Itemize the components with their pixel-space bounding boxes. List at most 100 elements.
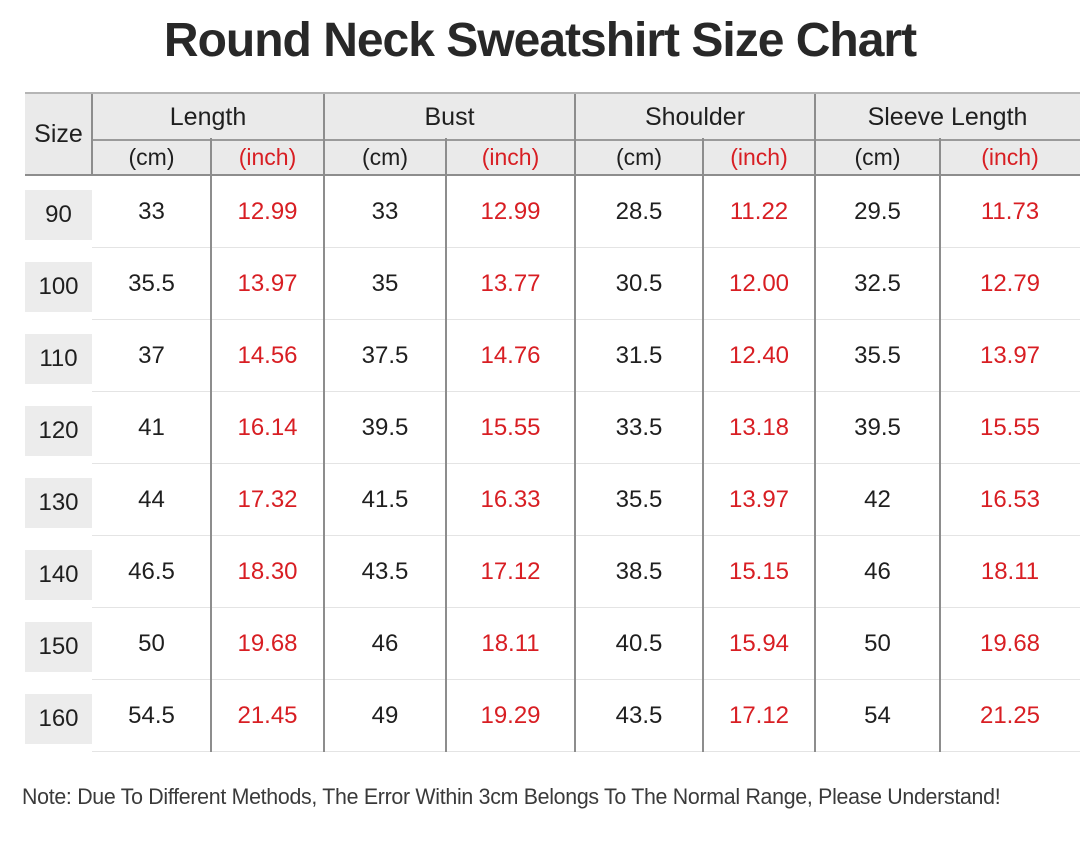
length-inch-cell: 12.99 bbox=[211, 176, 324, 248]
length-inch-cell: 16.14 bbox=[211, 392, 324, 464]
length-cm-cell: 33 bbox=[92, 176, 211, 248]
table-row: 100 35.5 13.97 35 13.77 30.5 12.00 32.5 … bbox=[25, 248, 1080, 320]
size-value-cell: 130 bbox=[25, 464, 92, 536]
bust-inch-cell: 19.29 bbox=[446, 680, 575, 752]
bust-inch-cell: 12.99 bbox=[446, 176, 575, 248]
bust-inch-cell: 13.77 bbox=[446, 248, 575, 320]
unit-header-shoulder-cm: (cm) bbox=[616, 143, 662, 170]
length-inch-cell: 21.45 bbox=[211, 680, 324, 752]
bust-cm-cell: 41.5 bbox=[324, 464, 446, 536]
page-title: Round Neck Sweatshirt Size Chart bbox=[163, 14, 917, 67]
length-cm-cell: 41 bbox=[92, 392, 211, 464]
bust-cm-cell: 43.5 bbox=[324, 536, 446, 608]
length-inch-cell: 17.32 bbox=[211, 464, 324, 536]
size-value-cell: 120 bbox=[25, 392, 92, 464]
unit-header-bust-inch: (inch) bbox=[481, 143, 540, 170]
shoulder-cm-cell: 33.5 bbox=[575, 392, 703, 464]
size-chip: 150 bbox=[25, 622, 92, 672]
table-row: 120 41 16.14 39.5 15.55 33.5 13.18 39.5 … bbox=[25, 392, 1080, 464]
table-row: 150 50 19.68 46 18.11 40.5 15.94 50 19.6… bbox=[25, 608, 1080, 680]
length-cm-cell: 46.5 bbox=[92, 536, 211, 608]
unit-header-length-inch: (inch) bbox=[238, 143, 297, 170]
shoulder-cm-cell: 40.5 bbox=[575, 608, 703, 680]
column-group-shoulder: Shoulder bbox=[644, 102, 746, 131]
bust-cm-cell: 39.5 bbox=[324, 392, 446, 464]
footnote: Note: Due To Different Methods, The Erro… bbox=[22, 784, 1001, 809]
shoulder-cm-cell: 28.5 bbox=[575, 176, 703, 248]
shoulder-inch-cell: 15.94 bbox=[703, 608, 815, 680]
length-inch-cell: 13.97 bbox=[211, 248, 324, 320]
divider-bust-cm-inch bbox=[445, 138, 447, 752]
bust-inch-cell: 14.76 bbox=[446, 320, 575, 392]
size-chip: 130 bbox=[25, 478, 92, 528]
shoulder-inch-cell: 13.18 bbox=[703, 392, 815, 464]
shoulder-inch-cell: 15.15 bbox=[703, 536, 815, 608]
sleeve-cm-cell: 42 bbox=[815, 464, 940, 536]
table-row: 140 46.5 18.30 43.5 17.12 38.5 15.15 46 … bbox=[25, 536, 1080, 608]
unit-header-bust-cm: (cm) bbox=[362, 143, 408, 170]
sleeve-cm-cell: 50 bbox=[815, 608, 940, 680]
column-header-size: Size bbox=[34, 119, 83, 148]
table-header: Size Length Bust Shoulder Sleeve Length … bbox=[25, 92, 1080, 176]
sleeve-inch-cell: 15.55 bbox=[940, 392, 1080, 464]
length-cm-cell: 54.5 bbox=[92, 680, 211, 752]
unit-header-sleeve-inch: (inch) bbox=[981, 143, 1039, 170]
sleeve-inch-cell: 13.97 bbox=[940, 320, 1080, 392]
shoulder-cm-cell: 43.5 bbox=[575, 680, 703, 752]
sleeve-cm-cell: 39.5 bbox=[815, 392, 940, 464]
shoulder-cm-cell: 30.5 bbox=[575, 248, 703, 320]
bust-cm-cell: 33 bbox=[324, 176, 446, 248]
sleeve-inch-cell: 21.25 bbox=[940, 680, 1080, 752]
length-inch-cell: 19.68 bbox=[211, 608, 324, 680]
shoulder-cm-cell: 35.5 bbox=[575, 464, 703, 536]
unit-header-sleeve-cm: (cm) bbox=[854, 143, 901, 170]
bust-cm-cell: 46 bbox=[324, 608, 446, 680]
shoulder-inch-cell: 11.22 bbox=[703, 176, 815, 248]
sleeve-inch-cell: 11.73 bbox=[940, 176, 1080, 248]
shoulder-inch-cell: 12.00 bbox=[703, 248, 815, 320]
sleeve-cm-cell: 32.5 bbox=[815, 248, 940, 320]
bust-inch-cell: 17.12 bbox=[446, 536, 575, 608]
divider-sleeve-cm-inch bbox=[939, 138, 941, 752]
length-cm-cell: 35.5 bbox=[92, 248, 211, 320]
sleeve-cm-cell: 54 bbox=[815, 680, 940, 752]
size-chip: 160 bbox=[25, 694, 92, 744]
sleeve-cm-cell: 35.5 bbox=[815, 320, 940, 392]
column-group-length: Length bbox=[169, 102, 247, 131]
divider-shoulder-sleeve bbox=[814, 94, 816, 752]
bust-cm-cell: 35 bbox=[324, 248, 446, 320]
size-value-cell: 100 bbox=[25, 248, 92, 320]
divider-length-bust bbox=[323, 94, 325, 752]
table-body: 90 33 12.99 33 12.99 28.5 11.22 29.5 11.… bbox=[25, 176, 1080, 752]
sleeve-inch-cell: 19.68 bbox=[940, 608, 1080, 680]
column-group-sleeve-length: Sleeve Length bbox=[867, 102, 1028, 131]
size-value-cell: 150 bbox=[25, 608, 92, 680]
sleeve-cm-cell: 29.5 bbox=[815, 176, 940, 248]
size-chip: 100 bbox=[25, 262, 92, 312]
divider-bust-shoulder bbox=[574, 94, 576, 752]
table-row: 160 54.5 21.45 49 19.29 43.5 17.12 54 21… bbox=[25, 680, 1080, 752]
sleeve-inch-cell: 18.11 bbox=[940, 536, 1080, 608]
bust-inch-cell: 15.55 bbox=[446, 392, 575, 464]
size-value-cell: 110 bbox=[25, 320, 92, 392]
table-row: 90 33 12.99 33 12.99 28.5 11.22 29.5 11.… bbox=[25, 176, 1080, 248]
size-chip: 140 bbox=[25, 550, 92, 600]
size-chip: 120 bbox=[25, 406, 92, 456]
unit-header-length-cm: (cm) bbox=[128, 143, 175, 170]
size-chip: 90 bbox=[25, 190, 92, 240]
bust-inch-cell: 18.11 bbox=[446, 608, 575, 680]
length-cm-cell: 37 bbox=[92, 320, 211, 392]
shoulder-cm-cell: 38.5 bbox=[575, 536, 703, 608]
size-chip: 110 bbox=[25, 334, 92, 384]
sleeve-cm-cell: 46 bbox=[815, 536, 940, 608]
bust-cm-cell: 49 bbox=[324, 680, 446, 752]
length-cm-cell: 44 bbox=[92, 464, 211, 536]
divider-length-cm-inch bbox=[210, 138, 212, 752]
sleeve-inch-cell: 12.79 bbox=[940, 248, 1080, 320]
size-value-cell: 160 bbox=[25, 680, 92, 752]
length-inch-cell: 14.56 bbox=[211, 320, 324, 392]
column-group-bust: Bust bbox=[424, 102, 475, 131]
shoulder-inch-cell: 17.12 bbox=[703, 680, 815, 752]
sleeve-inch-cell: 16.53 bbox=[940, 464, 1080, 536]
size-value-cell: 90 bbox=[25, 176, 92, 248]
